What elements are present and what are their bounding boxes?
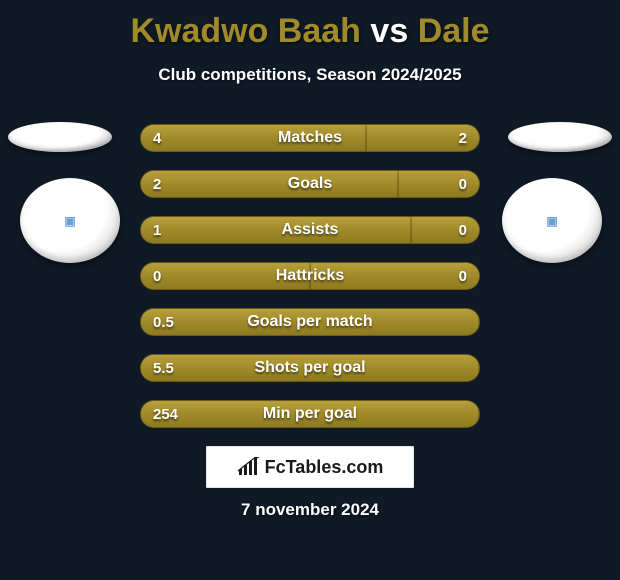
crest-placeholder-icon: ▣ bbox=[541, 210, 563, 232]
player1-name: Kwadwo Baah bbox=[130, 12, 360, 50]
stat-label: Goals per match bbox=[141, 309, 479, 335]
comparison-bars: 42Matches 20Goals 10Assists 00Hattricks 0.5G… bbox=[140, 124, 480, 446]
brand-text: FcTables.com bbox=[265, 457, 384, 478]
stat-label: Assists bbox=[141, 217, 479, 243]
stat-row: 254Min per goal bbox=[140, 400, 480, 428]
stat-label: Hattricks bbox=[141, 263, 479, 289]
vs-text: vs bbox=[370, 12, 408, 50]
club-crest-right: ▣ bbox=[502, 178, 602, 263]
brand-logo: FcTables.com bbox=[206, 446, 414, 488]
page-title: Kwadwo Baah vs Dale bbox=[0, 0, 620, 51]
stat-row: 42Matches bbox=[140, 124, 480, 152]
stat-label: Goals bbox=[141, 171, 479, 197]
stat-row: 0.5Goals per match bbox=[140, 308, 480, 336]
stat-row: 5.5Shots per goal bbox=[140, 354, 480, 382]
date-text: 7 november 2024 bbox=[0, 500, 620, 520]
stat-label: Shots per goal bbox=[141, 355, 479, 381]
soccer-ball-icon bbox=[8, 122, 112, 152]
stat-label: Matches bbox=[141, 125, 479, 151]
player2-name: Dale bbox=[418, 12, 490, 50]
club-crest-left: ▣ bbox=[20, 178, 120, 263]
soccer-ball-icon bbox=[508, 122, 612, 152]
stat-row: 00Hattricks bbox=[140, 262, 480, 290]
player-left: ▣ bbox=[8, 122, 120, 263]
crest-placeholder-icon: ▣ bbox=[59, 210, 81, 232]
bar-chart-icon bbox=[237, 457, 261, 477]
subtitle: Club competitions, Season 2024/2025 bbox=[0, 65, 620, 85]
stat-row: 20Goals bbox=[140, 170, 480, 198]
stat-row: 10Assists bbox=[140, 216, 480, 244]
player-right: ▣ bbox=[508, 122, 612, 263]
stat-label: Min per goal bbox=[141, 401, 479, 427]
